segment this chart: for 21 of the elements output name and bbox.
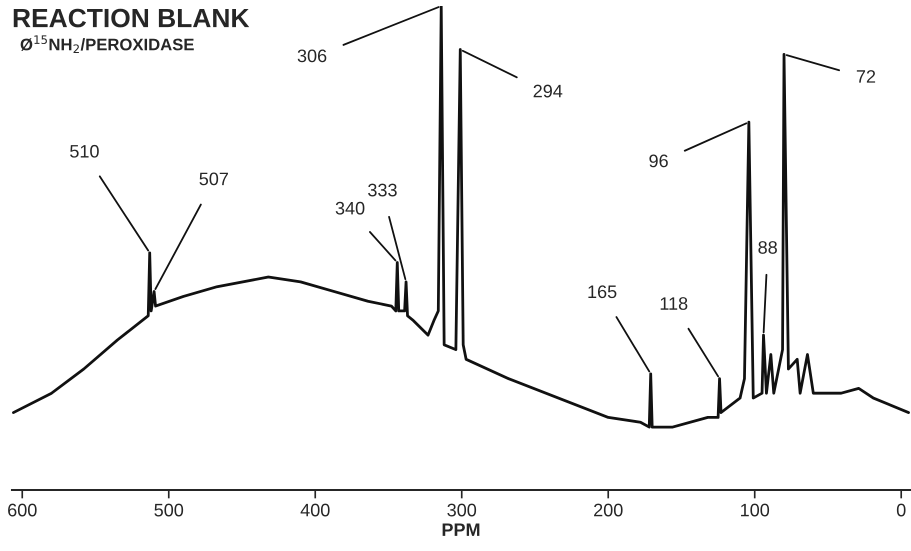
chart-title: REACTION BLANK [14, 8, 250, 28]
x-tick-label: 500 [154, 504, 184, 516]
annotation: 507 [199, 172, 228, 186]
annotation: 118 [660, 297, 688, 310]
annotation: 165 [588, 285, 616, 298]
x-axis-title: PPM [442, 523, 480, 536]
x-tick-label: 600 [8, 504, 37, 516]
annotation: 96 [649, 154, 668, 168]
text: Ø$^{15}$NH$_{2}$/PEROXIDASE [20, 35, 194, 53]
annotation: 333 [368, 184, 397, 196]
annotation: 510 [70, 144, 99, 158]
annotation: 340 [336, 202, 364, 215]
annotation: 72 [856, 70, 876, 83]
annotation: 88 [758, 241, 777, 254]
x-tick-label: 400 [300, 504, 330, 516]
x-tick-label: 100 [741, 504, 770, 516]
x-tick-label: 300 [447, 504, 476, 516]
annotation: 306 [298, 49, 326, 62]
x-tick-label: 200 [594, 504, 623, 516]
annotation: 294 [534, 84, 562, 98]
x-tick-label: 0 [896, 504, 906, 516]
